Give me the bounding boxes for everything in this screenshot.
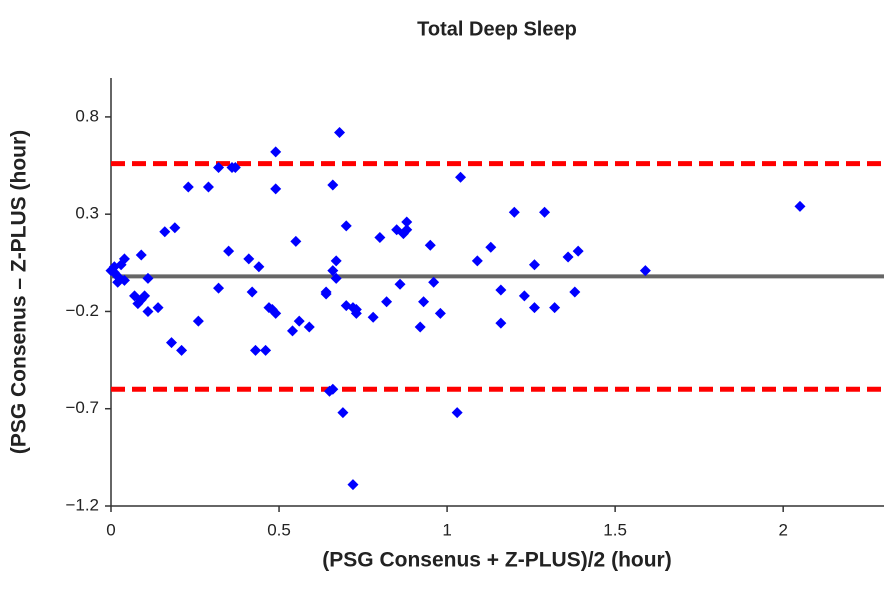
data-point bbox=[246, 286, 258, 298]
data-point bbox=[549, 302, 561, 314]
data-point bbox=[223, 245, 235, 257]
data-point bbox=[320, 286, 332, 298]
data-point bbox=[394, 278, 406, 290]
data-point bbox=[381, 296, 393, 308]
data-point bbox=[159, 226, 171, 238]
x-tick-label: 1.5 bbox=[603, 520, 627, 539]
data-point bbox=[270, 307, 282, 319]
data-point bbox=[260, 344, 272, 356]
data-point bbox=[229, 161, 241, 173]
data-point bbox=[434, 307, 446, 319]
data-point bbox=[367, 311, 379, 323]
chart-title: Total Deep Sleep bbox=[417, 18, 577, 40]
data-point bbox=[337, 407, 349, 419]
data-point bbox=[347, 302, 359, 314]
data-point bbox=[327, 179, 339, 191]
data-point bbox=[327, 265, 339, 277]
data-point bbox=[495, 317, 507, 329]
data-point bbox=[213, 282, 225, 294]
data-point bbox=[428, 276, 440, 288]
data-point bbox=[290, 235, 302, 247]
data-point bbox=[334, 126, 346, 138]
data-point bbox=[327, 383, 339, 395]
x-axis-title: (PSG Consenus + Z-PLUS)/2 (hour) bbox=[322, 549, 671, 572]
data-point bbox=[139, 290, 151, 302]
data-point bbox=[330, 255, 342, 267]
x-tick-label: 1 bbox=[442, 520, 451, 539]
data-point bbox=[455, 171, 467, 183]
data-point bbox=[169, 222, 181, 234]
data-point bbox=[539, 206, 551, 218]
data-point bbox=[142, 305, 154, 317]
data-point bbox=[176, 344, 188, 356]
y-axis-title: (PSG Consenus – Z-PLUS (hour) bbox=[8, 130, 31, 454]
x-tick-label: 2 bbox=[778, 520, 787, 539]
data-point bbox=[495, 284, 507, 296]
data-point bbox=[572, 245, 584, 257]
data-point bbox=[471, 255, 483, 267]
data-point bbox=[142, 272, 154, 284]
data-point bbox=[401, 216, 413, 228]
x-tick-label: 0.5 bbox=[267, 520, 291, 539]
data-point bbox=[270, 183, 282, 195]
data-point bbox=[135, 249, 147, 261]
data-point bbox=[451, 407, 463, 419]
data-point bbox=[118, 274, 130, 286]
x-tick-label: 0 bbox=[106, 520, 115, 539]
data-point bbox=[118, 253, 130, 265]
data-point bbox=[253, 261, 265, 273]
data-point bbox=[340, 220, 352, 232]
data-point bbox=[639, 265, 651, 277]
data-point bbox=[794, 200, 806, 212]
data-point bbox=[518, 290, 530, 302]
data-point bbox=[414, 321, 426, 333]
y-tick-label: 0.3 bbox=[75, 204, 99, 223]
data-point bbox=[286, 325, 298, 337]
y-tick-label: 0.8 bbox=[75, 106, 99, 125]
data-point bbox=[213, 161, 225, 173]
y-tick-label: −0.7 bbox=[65, 398, 99, 417]
data-point bbox=[165, 337, 177, 349]
data-point bbox=[485, 241, 497, 253]
data-point bbox=[374, 232, 386, 244]
data-point bbox=[202, 181, 214, 193]
y-tick-label: −0.2 bbox=[65, 301, 99, 320]
data-point bbox=[528, 259, 540, 271]
data-point bbox=[424, 239, 436, 251]
data-point bbox=[401, 224, 413, 236]
data-point bbox=[293, 315, 305, 327]
data-point bbox=[418, 296, 430, 308]
data-point bbox=[303, 321, 315, 333]
data-point bbox=[330, 272, 342, 284]
data-point bbox=[152, 302, 164, 314]
data-point bbox=[182, 181, 194, 193]
data-point bbox=[270, 146, 282, 158]
y-tick-label: −1.2 bbox=[65, 495, 99, 514]
data-point bbox=[347, 479, 359, 491]
data-point bbox=[569, 286, 581, 298]
data-point bbox=[192, 315, 204, 327]
data-point bbox=[528, 302, 540, 314]
data-point bbox=[562, 251, 574, 263]
data-point bbox=[250, 344, 262, 356]
data-point bbox=[243, 253, 255, 265]
data-point bbox=[508, 206, 520, 218]
